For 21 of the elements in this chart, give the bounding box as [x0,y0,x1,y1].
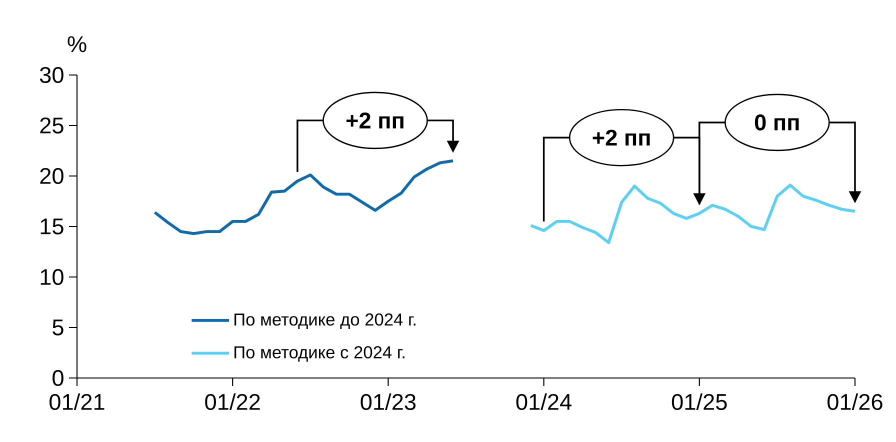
legend-label: По методике до 2024 г. [234,313,416,329]
line-series [529,184,856,244]
legend-label: По методике с 2024 г. [234,346,404,362]
y-tick-label: 5 [52,320,64,336]
x-tick-label: 01/26 [828,393,882,410]
x-tick-label: 01/23 [360,393,416,410]
line-series [153,159,455,236]
annotation: 0 пп [754,114,799,130]
y-axis-title: % [68,36,86,52]
x-tick-label: 01/22 [205,393,260,410]
y-tick-label: 20 [40,168,64,184]
x-tick-label: 01/24 [516,393,572,410]
y-tick-label: 15 [40,218,64,234]
x-tick-label: 01/21 [50,393,104,410]
annotation: +2 пп [592,130,650,146]
y-tick-label: 0 [52,370,64,386]
y-tick-label: 30 [40,66,64,84]
annotation: +2 пп [346,112,404,128]
y-tick-label: 25 [40,117,64,134]
x-tick-label: 01/25 [672,393,727,410]
y-tick-label: 10 [40,268,64,286]
